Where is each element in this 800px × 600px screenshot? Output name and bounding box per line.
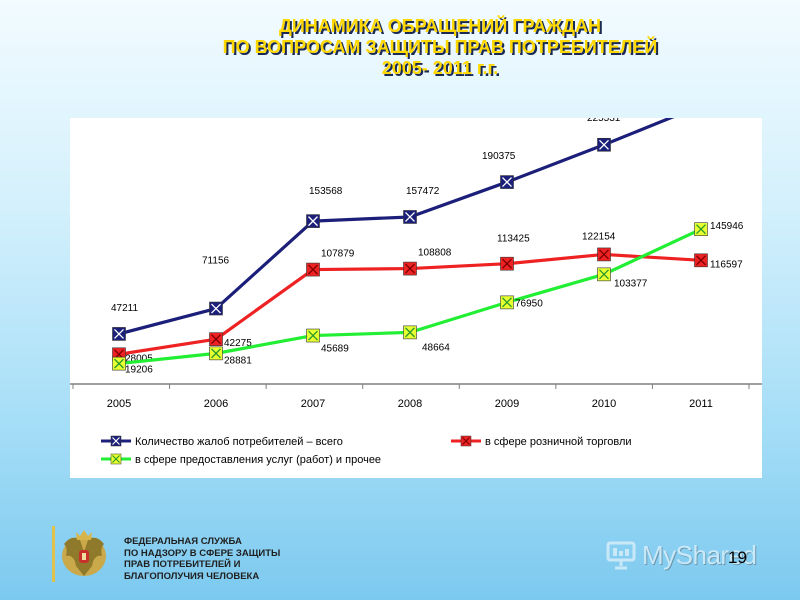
title-line-3: 2005- 2011 г.г. <box>381 58 499 78</box>
data-label: 47211 <box>111 303 139 314</box>
x-tick-label-2008: 2008 <box>398 398 422 410</box>
legend-swatch-cross <box>112 455 120 463</box>
marker-cross <box>308 330 318 341</box>
marker-cross <box>114 358 124 369</box>
data-point-marker <box>694 253 708 268</box>
legend-item-2: в сфере розничной торговли <box>451 435 632 448</box>
slide-title: ДИНАМИКА ОБРАЩЕНИЙ ГРАЖДАН ПО ВОПРОСАМ З… <box>150 16 730 79</box>
data-label: 103377 <box>614 278 648 289</box>
legend-item-3: в сфере предоставления услуг (работ) и п… <box>101 453 381 466</box>
data-label: 108808 <box>418 248 452 259</box>
data-label: 28005 <box>125 353 153 364</box>
data-point-marker <box>112 356 126 371</box>
x-tick-label-2010: 2010 <box>592 398 616 410</box>
marker-cross <box>599 269 609 280</box>
data-label: 71156 <box>202 256 230 267</box>
org-line-3: ПРАВ ПОТРЕБИТЕЛЕЙ И <box>124 559 241 570</box>
data-point-marker <box>500 175 514 189</box>
data-label: 153568 <box>309 186 343 197</box>
data-label: 107879 <box>321 249 355 260</box>
marker-cross <box>308 216 318 227</box>
data-label: 45689 <box>321 344 349 355</box>
marker-cross <box>308 264 318 275</box>
series-3: 19206 28881 45689 48664 76950 103377 145946 <box>112 221 744 376</box>
marker-cross <box>114 328 124 339</box>
data-label: 145946 <box>710 221 744 232</box>
double-headed-eagle-emblem-icon <box>62 530 106 576</box>
marker-cross <box>502 297 512 308</box>
footer-divider <box>52 526 55 582</box>
marker-cross <box>696 255 706 266</box>
data-point-marker <box>209 301 223 316</box>
x-tick-label-2007: 2007 <box>301 398 325 410</box>
marker-cross <box>211 348 221 359</box>
data-label: 28881 <box>224 355 252 366</box>
org-line-4: БЛАГОПОЛУЧИЯ ЧЕЛОВЕКА <box>124 570 260 582</box>
x-tick-label-2009: 2009 <box>495 398 519 410</box>
organization-name: ФЕДЕРАЛЬНАЯ СЛУЖБА ПО НАДЗОРУ В СФЕРЕ ЗА… <box>124 536 280 582</box>
data-point-marker <box>597 267 611 282</box>
title-line-2: ПО ВОПРОСАМ ЗАЩИТЫ ПРАВ ПОТРЕБИТЕЛЕЙ <box>222 37 658 57</box>
data-point-marker <box>403 325 417 340</box>
marker-cross <box>211 334 221 345</box>
data-label: 48664 <box>422 342 450 353</box>
marker-cross <box>405 263 415 274</box>
data-point-marker <box>597 247 611 262</box>
watermark-text: MyShared <box>642 539 757 570</box>
marker-cross <box>502 258 512 269</box>
data-point-marker <box>500 256 514 271</box>
data-label: 42275 <box>224 338 252 349</box>
data-point-marker <box>306 328 320 343</box>
data-label: 157472 <box>406 186 440 197</box>
data-point-marker <box>403 210 417 224</box>
data-label: 76950 <box>515 298 543 309</box>
page-number: 19 <box>728 548 747 567</box>
marker-cross <box>502 177 512 188</box>
marker-cross <box>405 212 415 222</box>
marker-cross <box>599 249 609 260</box>
marker-cross <box>599 139 609 150</box>
line-chart: 2005 2006 2007 2008 2009 2010 2011 47211 71156 15… <box>70 118 762 466</box>
data-point-marker <box>597 137 611 152</box>
legend-label: в сфере предоставления услуг (работ) и п… <box>135 454 381 466</box>
org-line-1: ФЕДЕРАЛЬНАЯ СЛУЖБА <box>124 536 242 547</box>
org-line-2: ПО НАДЗОРУ В СФЕРЕ ЗАЩИТЫ <box>124 547 281 559</box>
x-tick-label-2006: 2006 <box>204 398 228 410</box>
data-point-marker <box>306 262 320 277</box>
x-tick-label-2011: 2011 <box>689 398 713 410</box>
marker-cross <box>211 303 221 314</box>
legend: Количество жалоб потребителей – всего в с… <box>101 435 632 466</box>
data-label: 116597 <box>710 259 743 270</box>
data-point-marker <box>112 327 126 341</box>
title-line-1: ДИНАМИКА ОБРАЩЕНИЙ ГРАЖДАН <box>279 16 601 36</box>
marker-cross <box>696 224 706 235</box>
data-point-marker <box>209 346 223 361</box>
x-tick-label-2005: 2005 <box>107 398 131 410</box>
marker-cross <box>405 327 415 338</box>
data-point-marker <box>500 295 514 310</box>
data-label: 113425 <box>497 234 530 245</box>
chart-area: 2005 2006 2007 2008 2009 2010 2011 47211 71156 15… <box>70 118 762 478</box>
data-label: 225531 <box>587 118 621 124</box>
data-label: 19206 <box>125 365 153 376</box>
watermark: MyShared <box>606 538 766 572</box>
series-1: 4721171156153568157472190375225531262543 <box>111 118 675 341</box>
data-label: 190375 <box>482 151 516 162</box>
data-point-marker <box>403 261 417 276</box>
legend-label: Количество жалоб потребителей – всего <box>135 436 343 448</box>
series-2: 28005 42275 107879 108808 113425 122154 116597 <box>112 231 743 364</box>
legend-swatch-cross <box>112 437 120 445</box>
data-point-marker <box>306 214 320 228</box>
presentation-screen-icon <box>606 541 636 570</box>
data-label: 122154 <box>582 231 616 242</box>
series-line-3 <box>118 227 702 366</box>
legend-label: в сфере розничной торговли <box>485 436 632 448</box>
legend-swatch-cross <box>462 437 470 445</box>
legend-item-1: Количество жалоб потребителей – всего <box>101 435 343 448</box>
data-point-marker <box>209 332 223 346</box>
data-point-marker <box>694 222 708 236</box>
series-line-1 <box>118 118 675 336</box>
